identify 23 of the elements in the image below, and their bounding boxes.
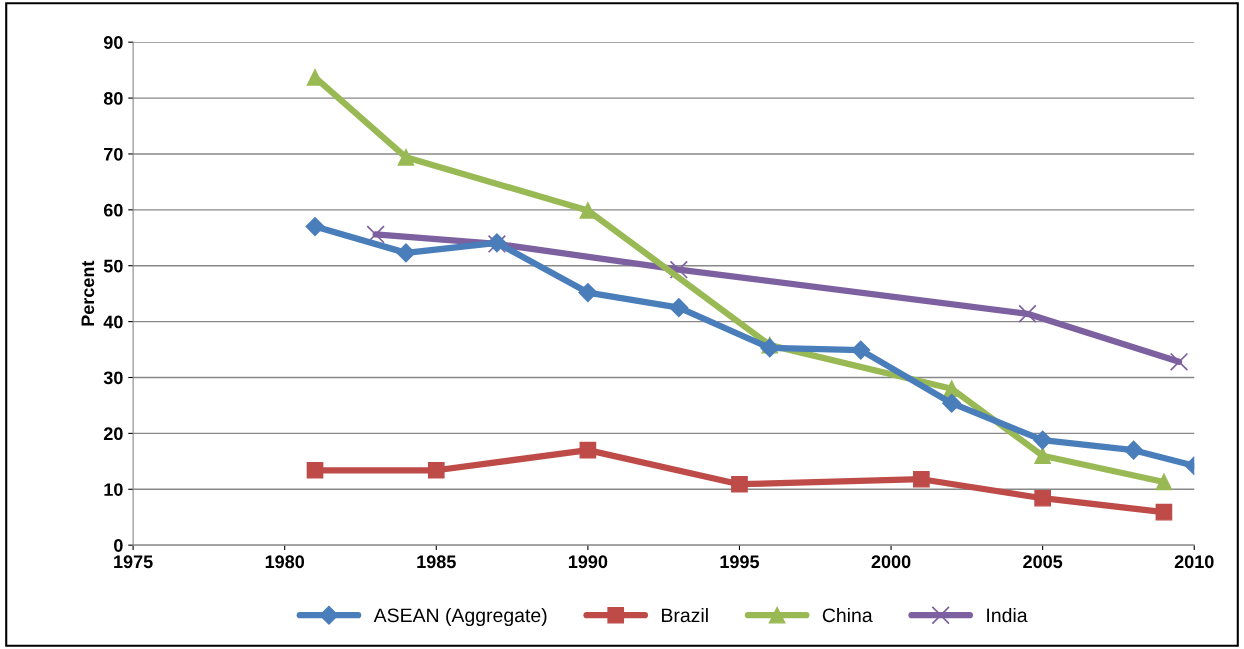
y-tick-label: 10: [104, 483, 123, 496]
x-tick-label: 2010: [1174, 555, 1214, 569]
y-tick-label: 40: [103, 315, 123, 329]
y-tick-label: 70: [104, 147, 123, 161]
x-tick-label: 1990: [568, 555, 608, 569]
y-tick-label: 50: [103, 259, 123, 273]
y-tick-label: 20: [103, 427, 123, 441]
y-tick-label: 90: [103, 36, 123, 49]
legend-label: India: [987, 607, 1028, 623]
y-tick-label: 80: [103, 92, 123, 105]
legend-label: China: [822, 607, 873, 623]
y-tick-label: 60: [103, 203, 123, 217]
x-tick-label: 1995: [720, 555, 760, 569]
legend-label: ASEAN (Aggregate): [373, 607, 547, 627]
x-tick-label: 1975: [114, 555, 153, 569]
x-tick-label: 2000: [871, 555, 911, 569]
y-tick-label: 30: [103, 371, 123, 385]
x-tick-label: 1980: [265, 555, 305, 569]
x-tick-label: 2005: [1023, 555, 1063, 569]
y-tick-label: 0: [114, 539, 123, 552]
y-axis-title: Percent: [81, 260, 95, 326]
x-tick-label: 1985: [417, 555, 456, 569]
legend-label: Brazil: [662, 607, 708, 623]
